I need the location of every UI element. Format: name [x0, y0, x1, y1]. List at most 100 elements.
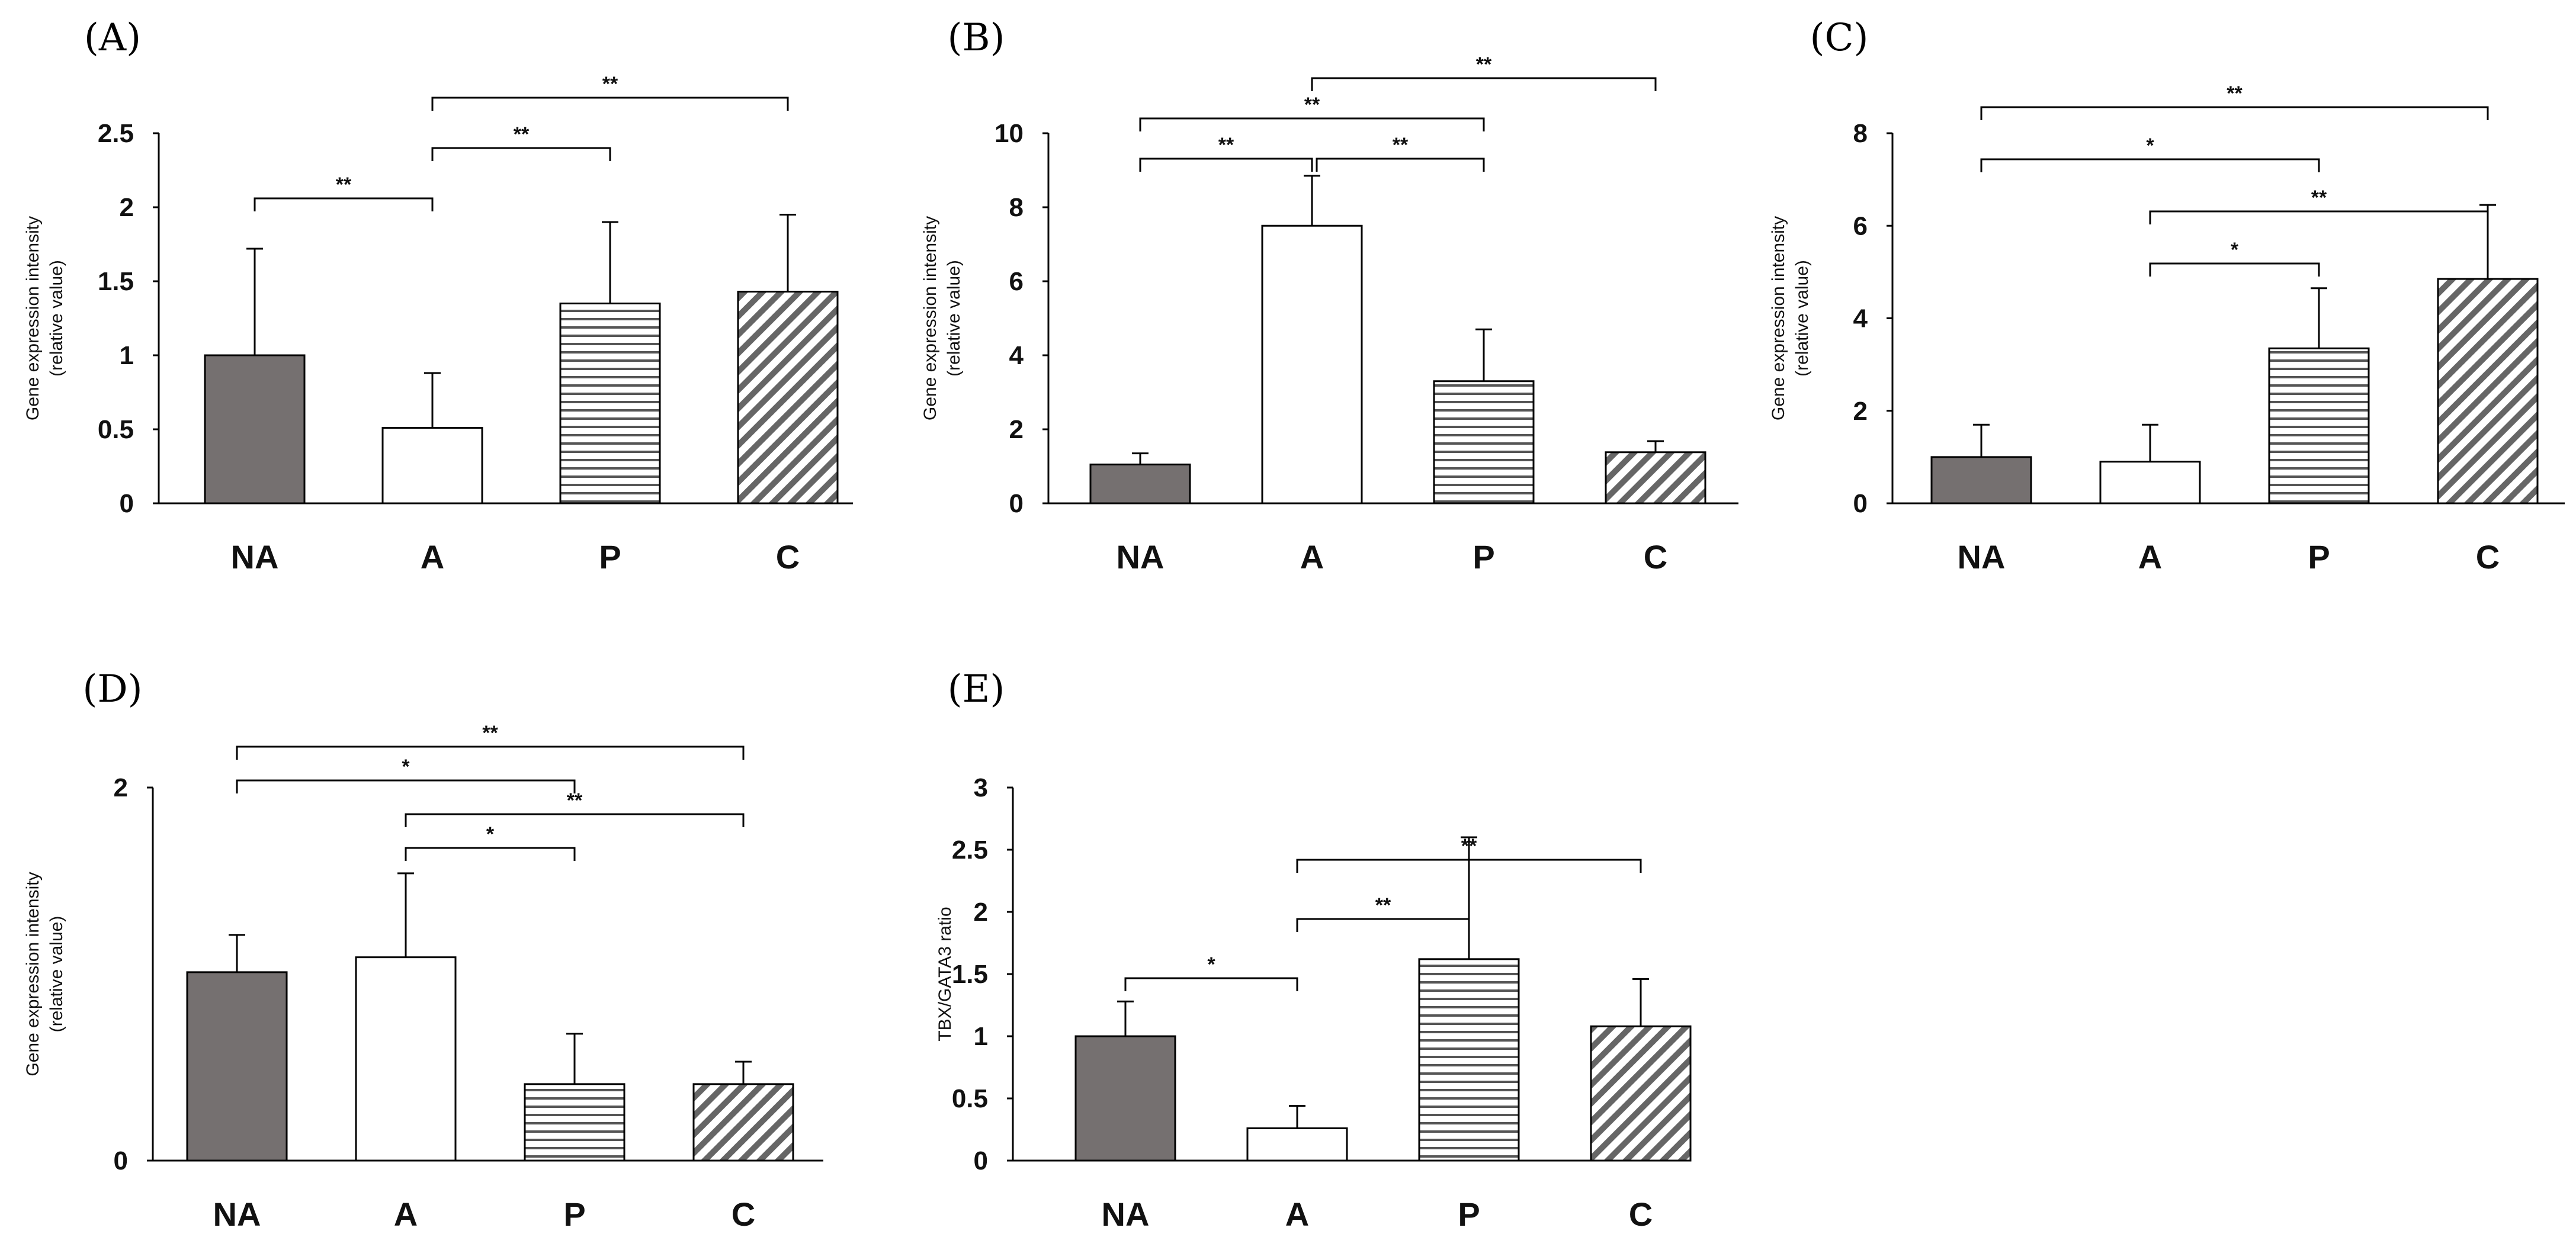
- bar-a: [1246, 1127, 1348, 1162]
- y-tick-label: 0.5: [98, 415, 134, 444]
- chart-panel-4: (D) Gene expression intensity (relative va…: [23, 667, 823, 1233]
- y-axis-title: Gene expression intensity: [1769, 216, 1788, 420]
- category-label: A: [1300, 538, 1324, 576]
- significance-bracket: [1316, 158, 1485, 172]
- significance-label: *: [1207, 953, 1215, 976]
- category-label: A: [421, 538, 444, 576]
- category-label: NA: [231, 538, 279, 576]
- significance-label: **: [1393, 134, 1409, 156]
- y-tick-label: 0: [1009, 489, 1024, 518]
- y-tick-label: 2: [1009, 415, 1024, 444]
- category-label: NA: [1958, 538, 2006, 576]
- category-label: NA: [1102, 1196, 1150, 1233]
- y-axis-title: (relative value): [47, 260, 66, 377]
- y-tick-label: 0: [120, 489, 134, 518]
- category-label: A: [394, 1196, 418, 1233]
- significance-bracket: [1980, 106, 2489, 120]
- y-tick-label: 1: [974, 1022, 988, 1051]
- y-tick-label: 0: [114, 1146, 128, 1175]
- y-axis-title: (relative value): [944, 260, 964, 377]
- significance-bracket: [1139, 158, 1313, 172]
- significance-bracket: [431, 97, 789, 111]
- chart-panel-2: (B) Gene expression intensity (relative va…: [920, 16, 1738, 576]
- bar-p: [1433, 380, 1535, 505]
- y-tick-label: 6: [1009, 267, 1024, 296]
- significance-bracket: [431, 147, 611, 161]
- significance-bracket: [2149, 262, 2320, 277]
- significance-bracket: [1296, 918, 1470, 932]
- chart-panel-3: (C) Gene expression intensity (relative va…: [1769, 16, 2565, 576]
- category-label: NA: [1117, 538, 1165, 576]
- category-label: A: [2138, 538, 2162, 576]
- category-label: P: [1458, 1196, 1480, 1233]
- bar-c: [737, 291, 839, 505]
- significance-label: **: [1461, 835, 1477, 857]
- bar-c: [1605, 451, 1706, 505]
- significance-label: *: [486, 823, 495, 846]
- significance-bracket: [1980, 158, 2320, 172]
- category-label: C: [1644, 538, 1667, 576]
- significance-bracket: [236, 745, 745, 760]
- significance-bracket: [236, 779, 576, 793]
- y-tick-label: 10: [995, 119, 1024, 148]
- panel-label: (C): [1810, 16, 1869, 60]
- category-label: P: [599, 538, 621, 576]
- category-label: C: [776, 538, 800, 576]
- panel-label: (A): [84, 16, 141, 60]
- significance-label: **: [1218, 134, 1234, 156]
- y-axis-title: TBX/GATA3 ratio: [935, 907, 955, 1041]
- significance-label: **: [602, 73, 618, 95]
- y-tick-label: 2: [1853, 397, 1868, 426]
- bar-a: [1261, 224, 1363, 505]
- y-tick-label: 1.5: [98, 267, 134, 296]
- significance-label: **: [1304, 94, 1320, 116]
- y-axis-title: (relative value): [47, 916, 66, 1033]
- y-tick-label: 1.5: [952, 960, 988, 989]
- category-label: P: [563, 1196, 585, 1233]
- y-tick-label: 8: [1009, 193, 1024, 222]
- significance-bracket: [1311, 77, 1657, 91]
- y-tick-label: 2: [974, 898, 988, 927]
- y-tick-label: 0: [974, 1146, 988, 1175]
- significance-label: *: [2231, 239, 2239, 261]
- significance-bracket: [1124, 977, 1298, 991]
- significance-bracket: [405, 847, 576, 861]
- bar-c: [692, 1083, 794, 1162]
- bar-a: [381, 427, 483, 505]
- bar-na: [186, 971, 288, 1162]
- bar-p: [559, 303, 661, 505]
- significance-label: **: [482, 722, 498, 744]
- y-tick-label: 2: [120, 193, 134, 222]
- category-label: C: [732, 1196, 755, 1233]
- bar-na: [204, 354, 306, 505]
- significance-label: *: [2146, 134, 2154, 157]
- category-label: P: [2308, 538, 2330, 576]
- significance-label: **: [514, 123, 530, 146]
- y-tick-label: 2.5: [98, 119, 134, 148]
- y-axis-title: Gene expression intensity: [23, 872, 43, 1076]
- y-axis-title: (relative value): [1792, 260, 1812, 377]
- category-label: C: [1629, 1196, 1653, 1233]
- chart-panel-1: (A) Gene expression intensity (relative va…: [23, 16, 853, 576]
- y-tick-label: 4: [1853, 304, 1868, 333]
- y-tick-label: 0: [1853, 489, 1868, 518]
- significance-bracket: [254, 197, 434, 211]
- panel-label: (B): [948, 16, 1005, 60]
- y-tick-label: 0.5: [952, 1084, 988, 1113]
- bar-p: [2268, 347, 2370, 505]
- bar-p: [524, 1083, 625, 1162]
- y-tick-label: 3: [974, 773, 988, 802]
- panel-label: (D): [82, 667, 142, 711]
- significance-bracket: [1139, 117, 1485, 131]
- significance-label: **: [336, 173, 352, 196]
- y-tick-label: 6: [1853, 211, 1868, 240]
- y-tick-label: 4: [1009, 341, 1024, 370]
- y-axis-title: Gene expression intensity: [23, 216, 43, 420]
- bar-na: [1930, 456, 2032, 505]
- category-label: P: [1473, 538, 1494, 576]
- significance-label: **: [2311, 187, 2327, 209]
- category-label: NA: [213, 1196, 261, 1233]
- significance-bracket: [2149, 210, 2489, 224]
